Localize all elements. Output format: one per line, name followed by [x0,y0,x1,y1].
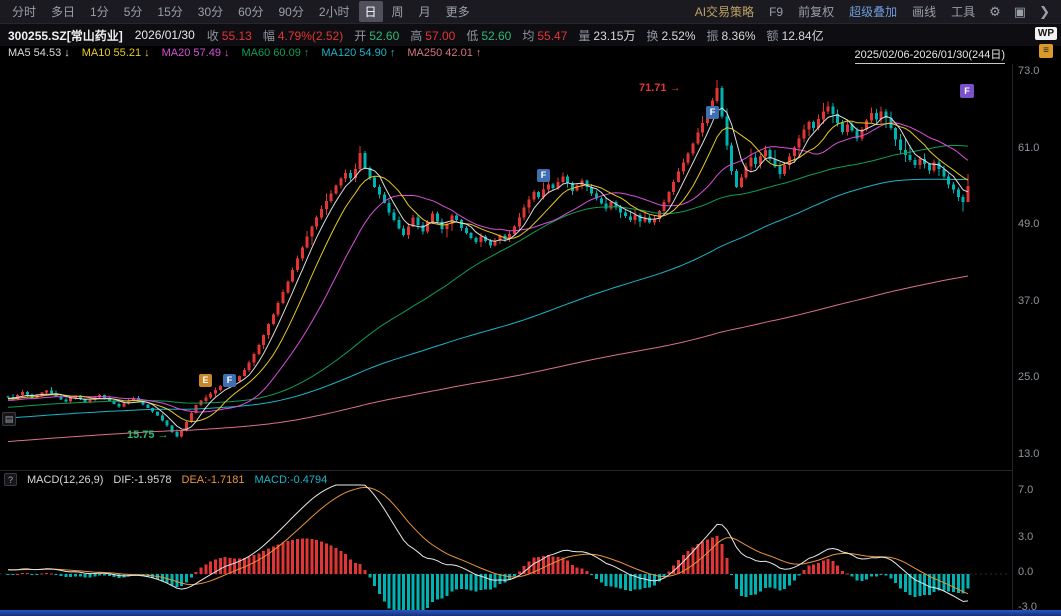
stock-symbol: 300255.SZ[常山药业] [8,28,123,43]
ma-legend-ma60: MA60 60.09 ↑ [241,47,310,59]
macd-dif-value: DIF:-1.9578 [113,473,172,486]
macd-dea-value: DEA:-1.7181 [181,473,245,486]
quote-open: 开 52.60 [354,28,400,43]
event-badge-f-1[interactable]: F [223,374,236,387]
toolbar-period-月[interactable]: 月 [418,5,431,19]
toolbar-ai-strategy[interactable]: AI交易策略 [694,5,755,19]
toolbar-period-更多[interactable]: 更多 [445,5,470,19]
toolbar: 分时 多日 1分 5分 15分 30分 60分 90分 2小时日周月更多 AI交易策略 F9 前复权… [0,0,1061,24]
ma-legend: MA5 54.53 ↓ MA10 55.21 ↓ MA20 57.49 ↓ MA60 … [8,47,481,59]
ma-legend-ma120: MA120 54.90 ↑ [321,47,396,59]
macd-tick-7.0: 7.0 [1018,484,1034,497]
quote-volume: 量 23.15万 [578,28,636,43]
event-badge-e-0[interactable]: E [199,374,212,387]
ma-legend-ma250: MA250 42.01 ↑ [407,47,482,59]
trade-date: 2026/01/30 [134,28,195,42]
quote-close: 收 55.13 [206,28,252,43]
toolbar-draw-line[interactable]: 画线 [912,5,937,19]
price-tick-61.0: 61.0 [1018,141,1040,154]
quote-change: 幅 4.79%(2.52) [262,28,344,43]
ma-legend-ma20: MA20 57.49 ↓ [161,47,230,59]
event-badge-f-3[interactable]: F [706,106,719,119]
toolbar-tools[interactable]: 工具 [951,5,976,19]
collapse-panel-icon[interactable]: ❯ [1039,3,1050,19]
toolbar-period-2小时[interactable]: 2小时 [318,5,350,19]
quote-low: 低 52.60 [466,28,512,43]
toolbar-period-15分[interactable]: 15分 [157,5,183,19]
price-tick-25.0: 25.0 [1018,371,1040,384]
toolbar-period-60分[interactable]: 60分 [238,5,264,19]
quote-fields: 收 55.13 幅 4.79%(2.52) 开 52.60 高 57.00 低 52.60 均 55.… [207,27,824,44]
toolbar-period-多日[interactable]: 多日 [51,5,76,19]
bottom-scrollbar[interactable] [0,610,1061,616]
toolbar-period-group: 分时 多日 1分 5分 15分 30分 60分 90分 2小时日周月更多 [6,1,476,22]
price-tick-49.0: 49.0 [1018,218,1040,231]
event-badge-f-2[interactable]: F [537,169,550,182]
price-tick-37.0: 37.0 [1018,294,1040,307]
stock-info-bar: 300255.SZ[常山药业] 2026/01/30 收 55.13 幅 4.79%(… [0,24,1061,46]
quote-turnover: 换 2.52% [646,28,696,43]
toolbar-forward-adjust[interactable]: 前复权 [798,5,835,19]
settings-gear-icon[interactable]: ⚙ [989,3,1001,19]
macd-tick-0.0: 0.0 [1018,566,1034,578]
toolbar-period-1分[interactable]: 1分 [90,5,109,19]
macd-chart[interactable] [0,470,1012,613]
price-tick-13.0: 13.0 [1018,448,1040,460]
wp-badge[interactable]: WP [1034,27,1057,40]
date-range-label[interactable]: 2025/02/06-2026/01/30(244日) [854,46,1005,64]
quote-avg: 均 55.47 [522,28,568,43]
toolbar-period-分时[interactable]: 分时 [12,5,37,19]
chart-tool-icon[interactable]: ▤ [2,412,16,426]
toolbar-period-周[interactable]: 周 [391,5,404,19]
toolbar-period-日[interactable]: 日 [358,1,383,22]
toolbar-right-group: AI交易策略 F9 前复权 超级叠加 画线 工具 ⚙ ▣ ❯ [689,1,1055,22]
toolbar-period-30分[interactable]: 30分 [197,5,224,19]
price-tick-73.0: 73.0 [1018,65,1040,77]
fullscreen-icon[interactable]: ▣ [1013,3,1027,19]
quote-amount: 额 12.84亿 [766,28,824,43]
toolbar-period-5分[interactable]: 5分 [123,5,143,19]
ma-legend-ma10: MA10 55.21 ↓ [81,47,150,59]
macd-help-icon[interactable]: ? [4,473,17,486]
quote-high: 高 57.00 [410,28,456,43]
macd-title[interactable]: MACD(12,26,9) [27,473,104,486]
kline-flag-icon[interactable]: ≡ [1039,44,1053,58]
macd-label-row: ? MACD(12,26,9) DIF:-1.9578 DEA:-1.7181 … [0,471,327,488]
macd-macd-value: MACD:-0.4794 [254,473,328,486]
axis-divider [1012,64,1013,610]
quote-amplitude: 振 8.36% [706,28,756,43]
toolbar-period-90分[interactable]: 90分 [278,5,304,19]
candlestick-chart[interactable] [0,64,1012,470]
ma-legend-ma5: MA5 54.53 ↓ [8,47,70,59]
macd-tick-3.0: 3.0 [1018,530,1034,543]
toolbar-super-overlay[interactable]: 超级叠加 [849,5,898,19]
toolbar-f9[interactable]: F9 [769,4,784,19]
